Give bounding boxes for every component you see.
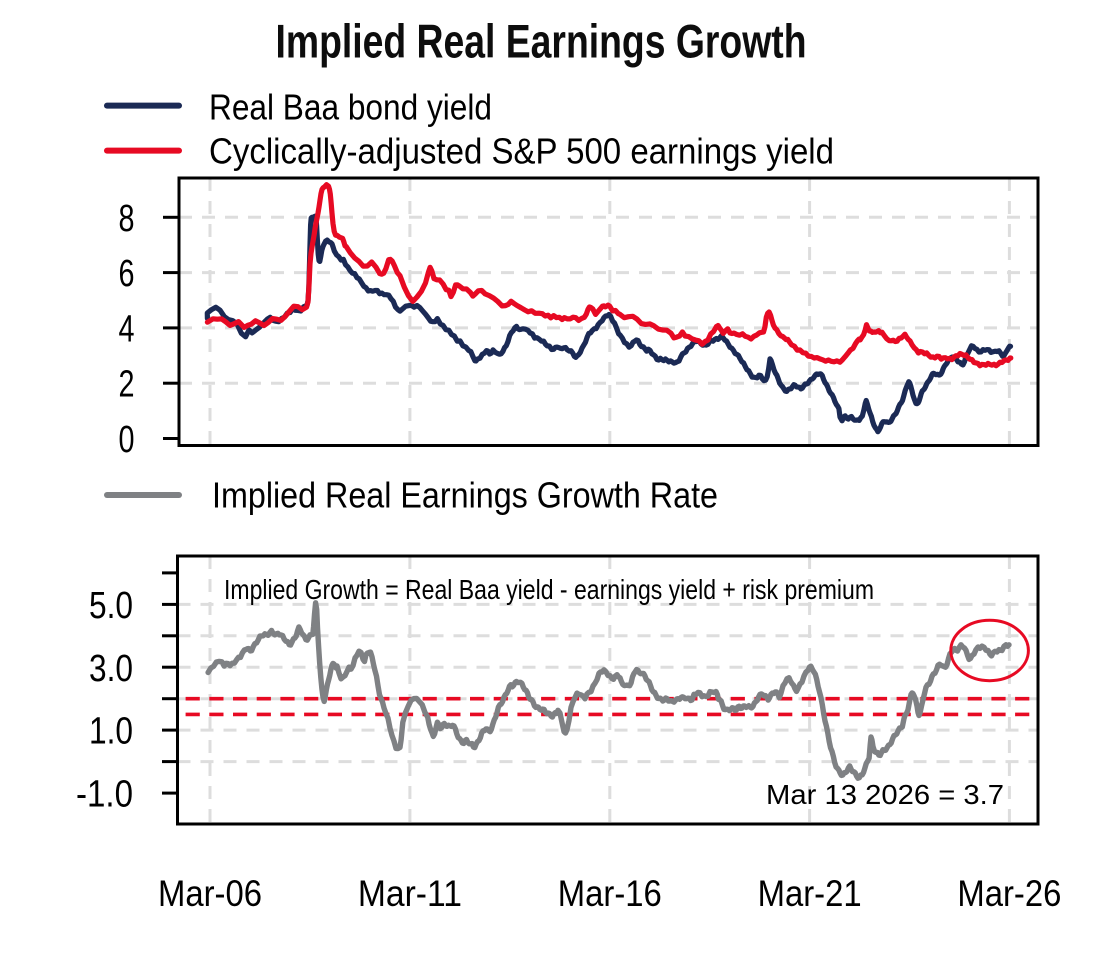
svg-text:1.0: 1.0 — [89, 711, 133, 753]
svg-text:8: 8 — [119, 198, 135, 240]
svg-text:Real Baa bond yield: Real Baa bond yield — [209, 87, 492, 128]
svg-text:Mar 13 2026 = 3.7: Mar 13 2026 = 3.7 — [766, 779, 1004, 810]
svg-text:Mar-11: Mar-11 — [358, 873, 462, 914]
svg-text:Mar-16: Mar-16 — [558, 873, 662, 914]
svg-text:5.0: 5.0 — [89, 585, 133, 627]
svg-text:-1.0: -1.0 — [76, 774, 133, 816]
svg-text:Mar-06: Mar-06 — [158, 873, 262, 914]
svg-text:Mar-26: Mar-26 — [957, 873, 1061, 914]
svg-text:Implied Real Earnings Growth R: Implied Real Earnings Growth Rate — [212, 475, 718, 516]
svg-text:0: 0 — [119, 419, 135, 461]
svg-text:Cyclically-adjusted S&P 500 ea: Cyclically-adjusted S&P 500 earnings yie… — [209, 131, 834, 172]
svg-text:Implied Real Earnings Growth: Implied Real Earnings Growth — [276, 15, 807, 68]
svg-text:Mar-21: Mar-21 — [758, 873, 862, 914]
svg-text:Implied Growth = Real Baa yiel: Implied Growth = Real Baa yield - earnin… — [224, 574, 874, 605]
svg-text:2: 2 — [119, 364, 135, 406]
svg-text:6: 6 — [119, 253, 135, 295]
svg-text:4: 4 — [119, 308, 135, 350]
svg-text:3.0: 3.0 — [89, 648, 133, 690]
